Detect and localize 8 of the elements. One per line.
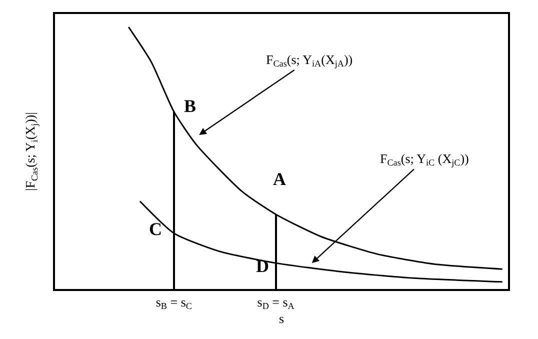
annotation: F$_{Cas}$(s; Y$_{iA}$(X$_{jA}$)): [266, 52, 353, 69]
annotation: A: [273, 169, 286, 189]
x-tick-label: s$_{B}$ = s$_{C}$: [156, 294, 192, 312]
x-axis-title: s: [278, 311, 284, 326]
annotation: B: [184, 96, 196, 116]
annotation: F$_{Cas}$(s; Y$_{iC}$ (X$_{jC}$)): [380, 151, 469, 168]
annotation: C: [149, 219, 162, 239]
x-tick-label: s$_{D}$ = s$_{A}$: [257, 294, 295, 312]
